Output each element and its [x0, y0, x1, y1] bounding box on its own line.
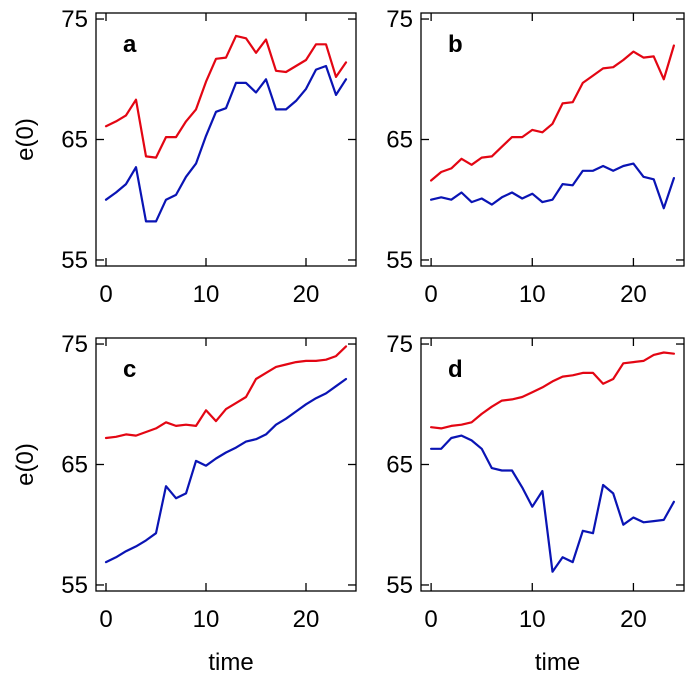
y-tick-label: 55 [61, 572, 88, 599]
x-tick-label: 0 [424, 606, 437, 633]
chart-panel-c: 0 10 20 55 65 75 c e(0) time [12, 331, 357, 676]
series-line-blue [104, 377, 348, 564]
x-tick-label: 0 [99, 606, 112, 633]
panel-label: a [123, 31, 137, 58]
x-tick-label: 10 [193, 606, 220, 633]
panel-label: b [448, 31, 463, 58]
x-axis-title: time [535, 649, 580, 676]
y-tick-label: 55 [386, 572, 413, 599]
x-tick-label: 20 [620, 606, 647, 633]
series-line-red [104, 34, 348, 159]
x-tick-label: 10 [519, 606, 546, 633]
y-tick-label: 75 [61, 331, 88, 358]
panel-label: d [448, 356, 463, 383]
series-line-blue [430, 162, 676, 210]
series-line-red [430, 44, 676, 182]
series-line-red [104, 345, 348, 440]
y-axis-title: e(0) [12, 443, 39, 486]
x-tick-label: 10 [193, 281, 220, 308]
x-tick-label: 0 [424, 281, 437, 308]
x-axis-title: time [208, 649, 253, 676]
y-tick-label: 75 [386, 6, 413, 33]
y-tick-label: 55 [386, 247, 413, 274]
y-tick-label: 65 [386, 127, 413, 154]
chart-panel-b: 0 10 20 55 65 75 b [386, 6, 685, 308]
y-tick-label: 55 [61, 247, 88, 274]
x-tick-label: 20 [293, 281, 320, 308]
x-tick-label: 10 [519, 281, 546, 308]
x-tick-label: 0 [99, 281, 112, 308]
chart-panel-d: 0 10 20 55 65 75 d time [386, 331, 685, 676]
y-tick-label: 65 [61, 127, 88, 154]
series-line-blue [104, 64, 348, 223]
y-tick-label: 65 [386, 452, 413, 479]
y-axis-title: e(0) [12, 118, 39, 161]
y-tick-label: 75 [61, 6, 88, 33]
y-tick-label: 75 [386, 331, 413, 358]
y-tick-label: 65 [61, 452, 88, 479]
chart-panel-a: 0 10 20 55 65 75 a e(0) [12, 6, 357, 308]
series-line-blue [430, 434, 676, 573]
panel-label: c [123, 356, 136, 383]
series-line-red [430, 351, 676, 430]
x-tick-label: 20 [620, 281, 647, 308]
x-tick-label: 20 [293, 606, 320, 633]
